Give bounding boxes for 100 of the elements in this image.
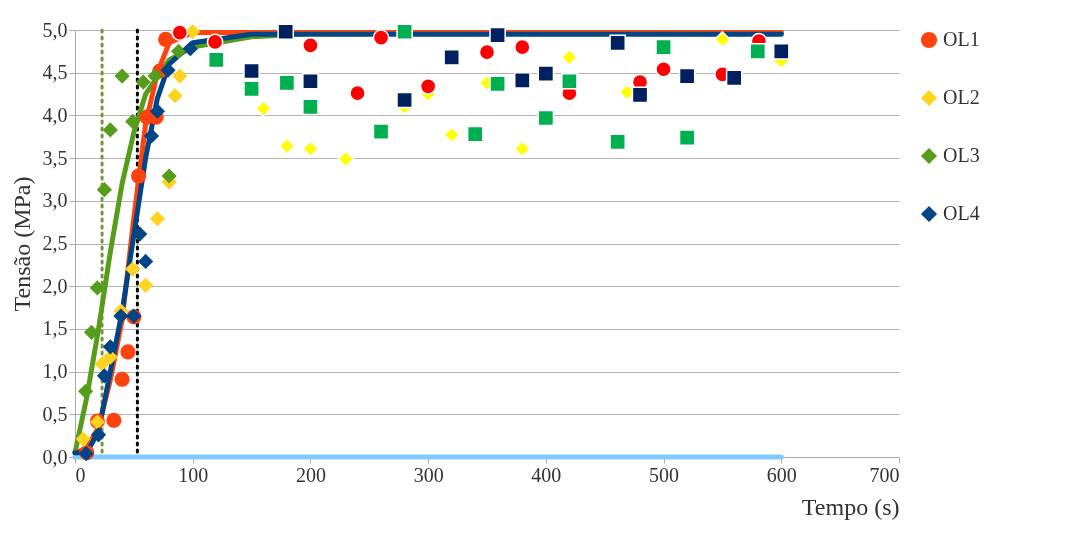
point [182, 41, 198, 57]
y-tick-label: 4,5 [42, 61, 68, 84]
point [655, 60, 672, 78]
point [349, 84, 366, 102]
point [609, 133, 626, 151]
point [161, 168, 177, 184]
point [158, 31, 174, 47]
point [749, 43, 767, 60]
point [714, 31, 731, 48]
point [89, 280, 105, 296]
x-axis-title: Tempo (s) [801, 493, 900, 520]
y-tick-label: 3,0 [42, 189, 68, 212]
point [489, 75, 506, 93]
point [478, 43, 496, 61]
point [419, 78, 437, 95]
y-tick-label: 2,5 [42, 232, 68, 254]
y-tick-label: 1,5 [42, 317, 68, 340]
point [207, 51, 225, 69]
point [396, 91, 413, 109]
point [513, 38, 531, 56]
point [114, 68, 130, 84]
point [75, 431, 91, 447]
point [489, 26, 506, 44]
point [96, 182, 113, 198]
point [185, 24, 201, 40]
point [135, 74, 151, 90]
point [561, 72, 578, 90]
point [678, 129, 696, 146]
point [147, 68, 163, 84]
point [243, 62, 260, 80]
point [160, 62, 176, 78]
y-tick-label: 2,0 [42, 274, 68, 297]
point [243, 80, 260, 98]
point [255, 100, 272, 117]
point [302, 37, 319, 54]
y-tick-label: 1,0 [42, 360, 68, 383]
point [94, 356, 110, 372]
point [302, 72, 319, 90]
point [138, 253, 154, 270]
point [96, 368, 113, 384]
y-tick-label: 4,0 [42, 103, 68, 126]
point [125, 113, 141, 129]
point [113, 308, 129, 324]
legend-label: OL3 [943, 144, 980, 166]
y-axis-title: Tensão (MPa) [8, 176, 35, 312]
point [277, 23, 295, 41]
legend-label: OL2 [943, 86, 980, 108]
point [171, 43, 187, 59]
legend-label: OL1 [943, 28, 980, 50]
point [372, 29, 390, 46]
point [372, 123, 390, 140]
point [114, 371, 130, 387]
point [396, 23, 413, 41]
x-tick-label: 300 [413, 463, 444, 486]
x-tick-label: 100 [178, 463, 209, 486]
point [772, 43, 790, 60]
x-tick-label: 400 [531, 463, 562, 486]
y-tick-label: 0,5 [42, 402, 68, 425]
x-tick-label: 600 [766, 463, 797, 486]
point [678, 67, 696, 85]
point [120, 344, 136, 360]
point [206, 33, 224, 51]
point [90, 427, 107, 443]
point [78, 383, 94, 399]
x-tick-label: 0 [75, 463, 86, 486]
point [337, 150, 355, 168]
legend-label: OL4 [943, 202, 980, 224]
point [513, 140, 531, 158]
point [278, 74, 296, 92]
point [302, 98, 319, 116]
point [302, 140, 319, 158]
point [655, 38, 672, 56]
point [125, 261, 141, 277]
x-tick-label: 500 [649, 463, 680, 486]
point [443, 126, 461, 144]
point [537, 109, 555, 127]
point [138, 277, 154, 293]
point [609, 34, 626, 52]
y-tick-label: 3,5 [42, 146, 68, 169]
x-tick-label: 200 [295, 463, 326, 486]
point [149, 103, 165, 119]
point [102, 339, 118, 355]
point [167, 88, 183, 104]
point [631, 86, 649, 104]
point [171, 24, 189, 41]
x-tick-label: 700 [869, 463, 900, 486]
point [106, 412, 122, 428]
point [725, 69, 743, 87]
point [278, 137, 296, 155]
y-tick-label: 0,0 [42, 445, 68, 468]
point [102, 122, 118, 138]
y-tick-label: 5,0 [42, 18, 68, 41]
point [443, 48, 461, 66]
point [513, 72, 531, 89]
point [130, 168, 147, 184]
point [537, 65, 555, 82]
point [149, 211, 165, 227]
point [172, 68, 188, 84]
point [466, 125, 484, 143]
point [143, 128, 160, 144]
